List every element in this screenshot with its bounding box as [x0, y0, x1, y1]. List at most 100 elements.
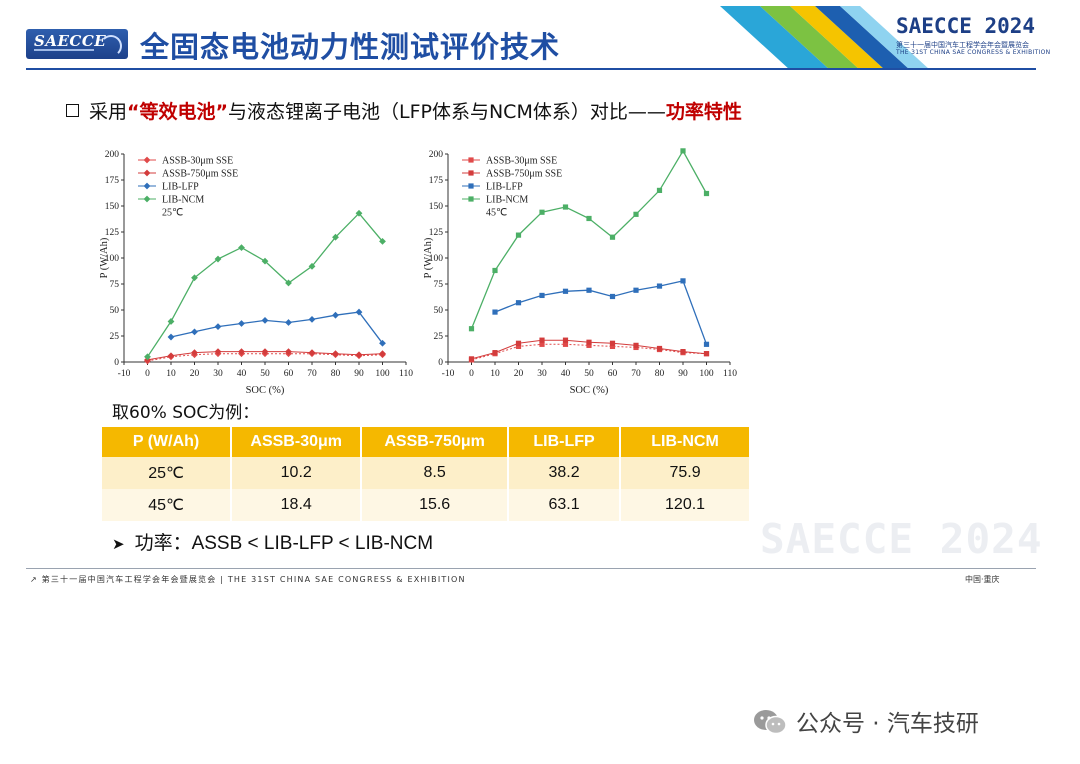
data-point — [562, 341, 569, 347]
data-point — [214, 323, 222, 331]
bullet-emphasis: 功率特性 — [665, 101, 742, 123]
data-point — [609, 340, 616, 346]
data-point — [586, 342, 592, 348]
x-tick-label: 20 — [190, 369, 200, 379]
x-tick-label: 70 — [631, 369, 641, 379]
x-tick-label: 110 — [723, 369, 737, 379]
series-line — [170, 311, 384, 344]
data-point — [308, 315, 316, 323]
legend-label: LIB-LFP — [486, 182, 523, 193]
data-point — [261, 348, 269, 355]
y-tick-label: 50 — [110, 306, 120, 316]
data-point — [656, 187, 663, 193]
data-point — [492, 350, 498, 356]
x-tick-label: 10 — [490, 369, 500, 379]
x-tick-label: 30 — [537, 369, 547, 379]
chart-45c-svg: -10 0 10 20 30 40 50 60 70 80 90 100 110025507510012… — [423, 148, 737, 396]
data-point — [633, 342, 639, 348]
data-point — [703, 351, 710, 357]
y-tick-label: 25 — [110, 332, 120, 342]
power-comparison-table: P (W/Ah) ASSB-30μm ASSB-750μm LIB-LFP LI… — [102, 427, 751, 521]
legend-label: ASSB-30μm SSE — [162, 156, 233, 167]
x-tick-label: 50 — [260, 369, 270, 379]
data-point — [332, 311, 339, 319]
data-point — [609, 343, 616, 349]
chart-25c-svg: -10 0 10 20 30 40 50 60 70 80 90 100 110025507510012… — [99, 150, 413, 396]
legend-label: LIB-NCM — [162, 195, 204, 206]
data-point — [539, 209, 545, 215]
data-point — [539, 337, 545, 343]
data-point — [586, 339, 592, 345]
data-point — [379, 339, 386, 347]
y-axis-label: P (W/Ah) — [424, 237, 434, 278]
brand-name: SAECCE 2024 — [896, 14, 1036, 38]
temperature-annotation: 25℃ — [162, 208, 183, 219]
table-cell: 10.2 — [231, 457, 363, 489]
y-tick-label: 75 — [434, 280, 444, 290]
x-tick-label: 20 — [514, 369, 524, 379]
data-point — [191, 349, 198, 357]
x-tick-label: 80 — [655, 369, 665, 379]
legend-marker — [143, 156, 151, 164]
data-point — [238, 348, 245, 355]
logo-swirl-icon — [100, 35, 122, 57]
data-point — [703, 341, 710, 347]
data-point — [633, 211, 639, 217]
series-1 — [468, 337, 710, 362]
data-point — [468, 326, 475, 332]
data-point — [285, 319, 292, 326]
y-tick-label: 100 — [105, 254, 120, 264]
chart-45c: -10 0 10 20 30 40 50 60 70 80 90 100 110 0 25 50 75 100 12… — [423, 140, 744, 402]
table-cell: 63.1 — [508, 489, 622, 521]
data-point — [167, 352, 175, 360]
data-point — [515, 340, 522, 346]
footer-left-text: ↗ 第三十一届中国汽车工程学会年会暨展览会 | THE 31ST CHINA S… — [30, 574, 466, 585]
y-tick-label: 75 — [110, 280, 120, 290]
conclusion-line: ➤ 功率：ASSB < LIB-LFP < LIB-NCM — [112, 528, 433, 555]
x-tick-label: 90 — [354, 369, 364, 379]
data-point — [562, 337, 569, 343]
bullet-heading: 采用“等效电池”与液态锂离子电池（LFP体系与NCM体系）对比——功率特性 — [66, 97, 742, 124]
y-tick-label: 125 — [105, 228, 120, 238]
data-point — [285, 348, 292, 355]
table-cell: 18.4 — [231, 489, 363, 521]
legend: ASSB-30μm SSE ASSB-750μm SSE LIB-LFP LIB-NC… — [462, 156, 562, 219]
table-row: 25℃ 10.2 8.5 38.2 75.9 — [102, 457, 751, 489]
data-point — [609, 293, 616, 300]
table-cell: 75.9 — [620, 457, 751, 489]
y-tick-label: 0 — [114, 358, 119, 368]
data-point — [238, 244, 245, 251]
data-point — [539, 341, 545, 347]
series-2 — [492, 278, 710, 347]
legend: ASSB-30μm SSE ASSB-750μm SSE LIB-LFP LIB-NC… — [138, 156, 238, 219]
table-cell: 8.5 — [361, 457, 509, 489]
wechat-icon — [754, 710, 787, 735]
legend-label: LIB-LFP — [162, 182, 199, 193]
y-tick-label: 175 — [105, 176, 120, 186]
brand-watermark: SAECCE 2024 — [760, 515, 1043, 563]
x-tick-label: 60 — [608, 369, 618, 379]
data-point — [214, 348, 222, 355]
legend-marker — [143, 169, 151, 177]
y-tick-label: 200 — [429, 150, 444, 160]
x-tick-label: -10 — [118, 369, 131, 379]
data-point — [633, 287, 639, 293]
legend-marker — [143, 195, 151, 203]
data-point — [562, 288, 569, 294]
table-row: 45℃ 18.4 15.6 63.1 120.1 — [102, 489, 751, 521]
x-tick-label: 10 — [166, 369, 176, 379]
data-point — [539, 292, 545, 299]
table-cell: 15.6 — [361, 489, 509, 521]
y-axis-label: P (W/Ah) — [100, 237, 110, 278]
legend-marker — [468, 183, 474, 189]
bullet-prefix: 采用 — [89, 101, 128, 123]
data-point — [144, 353, 151, 361]
legend-label: LIB-NCM — [486, 195, 528, 206]
y-tick-label: 200 — [105, 150, 120, 160]
data-point — [355, 308, 363, 316]
data-point — [586, 215, 592, 222]
legend-label: ASSB-750μm SSE — [162, 169, 238, 180]
legend-marker — [143, 182, 151, 190]
x-tick-label: 50 — [584, 369, 594, 379]
y-tick-label: 50 — [434, 306, 444, 316]
